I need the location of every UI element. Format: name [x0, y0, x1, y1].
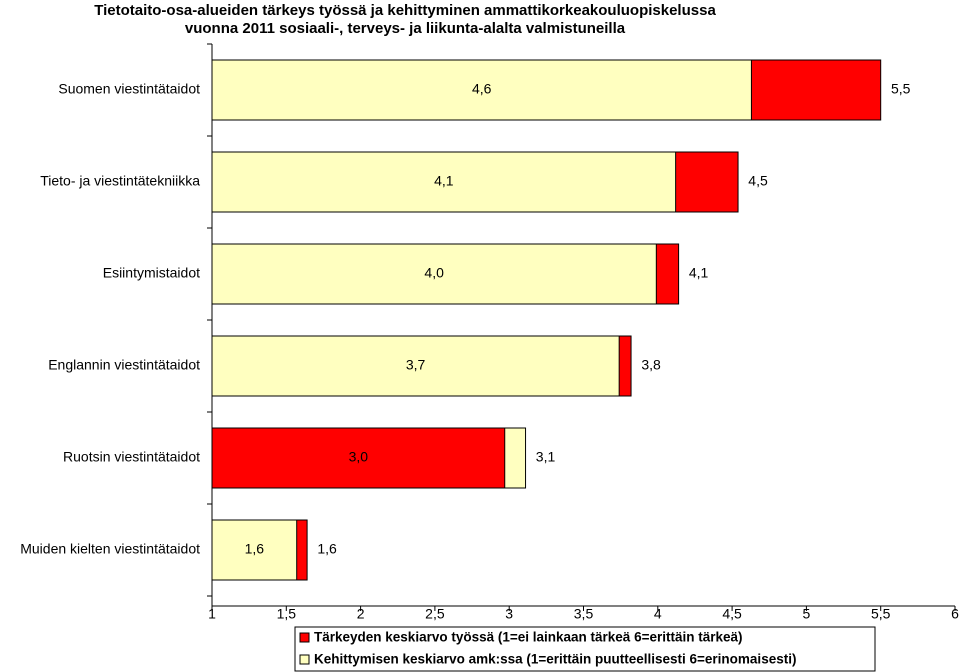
value-label: 5,5 [891, 81, 911, 97]
bar [211, 243, 657, 305]
value-label: 4,6 [472, 81, 492, 97]
value-label: 1,6 [317, 541, 337, 557]
category-label: Esiintymistaidot [103, 265, 200, 281]
value-label: 4,5 [748, 173, 768, 189]
value-label: 1,6 [245, 541, 265, 557]
x-tick-label: 5 [803, 606, 811, 622]
bar [211, 427, 506, 489]
x-tick-label: 1 [208, 606, 216, 622]
bar [211, 335, 620, 397]
value-label: 3,7 [406, 357, 426, 373]
value-label: 4,1 [689, 265, 709, 281]
bar [211, 59, 752, 121]
category-label: Suomen viestintätaidot [58, 81, 200, 97]
legend-label: Kehittymisen keskiarvo amk:ssa (1=erittä… [314, 652, 796, 667]
legend-box [294, 626, 876, 672]
x-tick-label: 3,5 [574, 606, 594, 622]
x-tick-label: 2 [357, 606, 365, 622]
chart-title: vuonna 2011 sosiaali-, terveys- ja liiku… [185, 20, 626, 37]
value-label: 3,0 [349, 449, 369, 465]
bar [211, 151, 677, 213]
value-label: 4,1 [434, 173, 454, 189]
x-tick-label: 4,5 [722, 606, 742, 622]
value-label: 4,0 [424, 265, 444, 281]
x-tick-label: 4 [654, 606, 662, 622]
x-tick-label: 2,5 [425, 606, 445, 622]
value-label: 3,1 [536, 449, 556, 465]
value-label: 3,8 [641, 357, 661, 373]
chart-title: Tietotaito-osa-alueiden tärkeys työssä j… [94, 2, 716, 19]
legend-label: Tärkeyden keskiarvo työssä (1=ei lainkaa… [314, 630, 743, 645]
legend-swatch [299, 632, 310, 643]
bar [211, 519, 298, 581]
x-tick-label: 6 [951, 606, 959, 622]
x-tick-label: 5,5 [871, 606, 891, 622]
category-label: Muiden kielten viestintätaidot [20, 541, 200, 557]
x-tick-label: 1,5 [277, 606, 297, 622]
category-label: Englannin viestintätaidot [48, 357, 200, 373]
category-label: Ruotsin viestintätaidot [63, 449, 200, 465]
x-tick-label: 3 [505, 606, 513, 622]
category-label: Tieto- ja viestintätekniikka [40, 173, 200, 189]
legend-swatch [299, 654, 310, 665]
